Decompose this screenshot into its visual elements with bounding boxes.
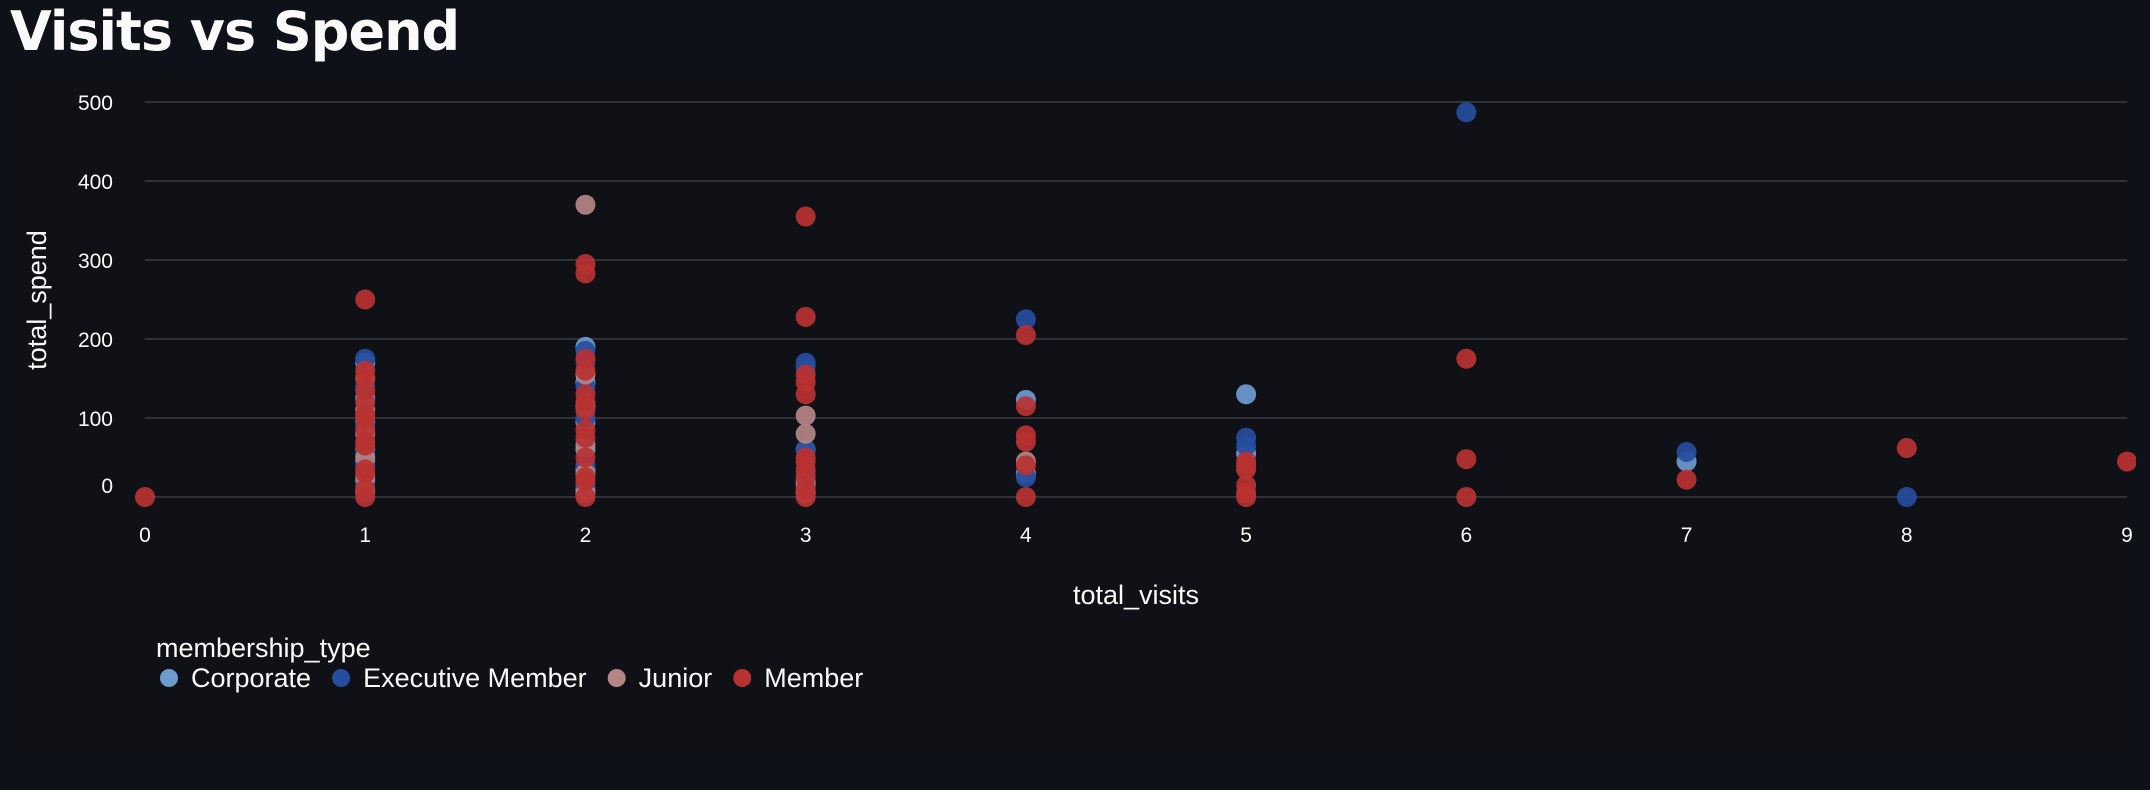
legend-item[interactable]: Corporate xyxy=(160,663,311,693)
data-point[interactable] xyxy=(2117,451,2136,472)
y-tick-label: 500 xyxy=(78,92,113,115)
data-point[interactable] xyxy=(575,263,596,284)
legend-label: Junior xyxy=(639,663,713,693)
data-point[interactable] xyxy=(795,405,816,426)
points-layer xyxy=(135,102,2136,507)
legend-label: Corporate xyxy=(191,663,311,693)
x-tick-label: 4 xyxy=(1020,524,1032,547)
legend-marker xyxy=(607,669,626,687)
x-tick-label: 0 xyxy=(139,524,151,547)
x-tick-label: 2 xyxy=(580,524,592,547)
x-tick-label: 6 xyxy=(1460,524,1472,547)
chart-panel: 0 1 2 3 4 5 6 7 8 9 0 100 200 300 400 500 total_visits… xyxy=(12,70,2136,758)
x-tick-label: 8 xyxy=(1901,524,1913,547)
data-point[interactable] xyxy=(355,463,376,484)
y-tick-labels: 0 100 200 300 400 500 xyxy=(78,92,113,498)
data-point[interactable] xyxy=(575,194,596,215)
data-point[interactable] xyxy=(1456,348,1477,369)
data-point[interactable] xyxy=(1236,459,1257,480)
data-point[interactable] xyxy=(795,306,816,327)
data-point[interactable] xyxy=(795,384,816,405)
y-tick-label: 300 xyxy=(78,250,113,273)
legend-item[interactable]: Junior xyxy=(607,663,713,693)
data-point[interactable] xyxy=(575,360,596,381)
x-tick-label: 3 xyxy=(800,524,812,547)
data-point[interactable] xyxy=(1015,396,1036,417)
data-point[interactable] xyxy=(1015,325,1036,346)
legend-title: membership_type xyxy=(156,633,371,663)
series-member xyxy=(135,206,2136,507)
data-point[interactable] xyxy=(575,447,596,468)
legend-item[interactable]: Executive Member xyxy=(332,663,587,693)
legend-label: Executive Member xyxy=(363,663,587,693)
data-point[interactable] xyxy=(1015,309,1036,330)
legend-item[interactable]: Member xyxy=(733,663,863,693)
x-tick-label: 9 xyxy=(2121,524,2133,547)
data-point[interactable] xyxy=(1015,487,1036,507)
data-point[interactable] xyxy=(1015,455,1036,476)
data-point[interactable] xyxy=(1236,384,1257,405)
data-point[interactable] xyxy=(1236,435,1257,456)
data-point[interactable] xyxy=(355,487,376,507)
scatter-chart[interactable]: 0 1 2 3 4 5 6 7 8 9 0 100 200 300 400 500 total_visits… xyxy=(12,70,2136,758)
data-point[interactable] xyxy=(795,423,816,444)
y-tick-label: 0 xyxy=(101,475,113,498)
data-point[interactable] xyxy=(1015,431,1036,452)
y-tick-label: 400 xyxy=(78,171,113,194)
data-point[interactable] xyxy=(1236,487,1257,507)
y-axis-title: total_spend xyxy=(22,230,52,370)
data-point[interactable] xyxy=(1456,102,1477,123)
data-point[interactable] xyxy=(795,487,816,507)
legend-marker xyxy=(160,669,178,687)
x-tick-label: 7 xyxy=(1681,524,1693,547)
x-tick-labels: 0 1 2 3 4 5 6 7 8 9 xyxy=(139,524,2133,547)
data-point[interactable] xyxy=(1456,487,1477,507)
data-point[interactable] xyxy=(795,206,816,227)
data-point[interactable] xyxy=(1896,438,1917,459)
x-tick-label: 1 xyxy=(359,524,371,547)
y-tick-label: 100 xyxy=(78,408,113,431)
grid-layer xyxy=(145,101,2127,498)
y-tick-label: 200 xyxy=(78,329,113,352)
x-tick-label: 5 xyxy=(1240,524,1252,547)
data-point[interactable] xyxy=(1456,449,1477,470)
data-point[interactable] xyxy=(575,400,596,421)
series-junior xyxy=(355,194,1036,504)
data-point[interactable] xyxy=(575,427,596,448)
data-point[interactable] xyxy=(1676,441,1697,462)
data-point[interactable] xyxy=(355,289,376,310)
x-axis-title: total_visits xyxy=(1073,580,1199,610)
data-point[interactable] xyxy=(575,487,596,507)
legend-label: Member xyxy=(764,663,863,693)
data-point[interactable] xyxy=(1676,469,1697,490)
legend-marker xyxy=(332,669,351,687)
data-point[interactable] xyxy=(575,471,596,492)
data-point[interactable] xyxy=(135,487,155,507)
legend: Corporate Executive Member Junior Member xyxy=(160,663,863,693)
page-title: Visits vs Spend xyxy=(10,0,460,63)
data-point[interactable] xyxy=(1896,487,1917,507)
legend-marker xyxy=(733,669,752,687)
data-point[interactable] xyxy=(355,435,376,456)
